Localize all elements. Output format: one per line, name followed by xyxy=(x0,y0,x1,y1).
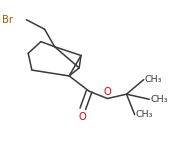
Text: CH₃: CH₃ xyxy=(150,95,168,104)
Text: O: O xyxy=(104,87,111,97)
Text: O: O xyxy=(79,112,87,122)
Text: CH₃: CH₃ xyxy=(136,110,153,119)
Text: CH₃: CH₃ xyxy=(145,75,162,84)
Text: Br: Br xyxy=(2,15,13,25)
